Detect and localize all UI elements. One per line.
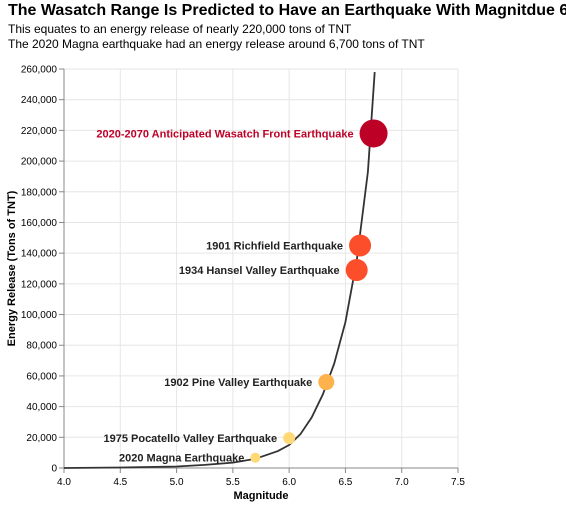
axes: 4.0 4.5 5.0 5.5 6.0 6.5 7.0 7.5 0 20,000 40,000 60,… <box>21 65 466 489</box>
x-tick-label: 7.5 <box>451 477 465 488</box>
data-point <box>318 374 335 391</box>
y-tick-label: 200,000 <box>21 157 58 168</box>
points-layer: 2020 Magna Earthquake 1975 Pocatello Vall… <box>96 119 388 465</box>
x-tick-label: 6.0 <box>282 477 296 488</box>
x-axis-title: Magnitude <box>234 490 289 502</box>
y-axis-title: Energy Release (Tons of TNT) <box>6 190 18 346</box>
x-tick-label: 7.0 <box>395 477 409 488</box>
y-tick-label: 40,000 <box>26 402 57 413</box>
y-tick-label: 180,000 <box>21 187 58 198</box>
data-point-label: 1975 Pocatello Valley Earthquake <box>103 433 277 445</box>
y-tick-label: 260,000 <box>21 65 58 76</box>
y-tick-label: 0 <box>51 464 57 475</box>
x-tick-label: 5.5 <box>226 477 240 488</box>
data-point-label: 1934 Hansel Valley Earthquake <box>179 265 340 277</box>
data-point-label: 2020 Magna Earthquake <box>119 453 244 465</box>
y-tick-label: 60,000 <box>26 371 57 382</box>
data-point <box>349 234 372 257</box>
data-point-label: 2020-2070 Anticipated Wasatch Front Eart… <box>96 128 353 140</box>
y-tick-label: 20,000 <box>26 433 57 444</box>
data-point <box>359 119 388 148</box>
y-tick-label: 100,000 <box>21 310 58 321</box>
data-point <box>250 452 261 463</box>
y-tick-label: 140,000 <box>21 249 58 260</box>
data-point-label: 1902 Pine Valley Earthquake <box>164 377 312 389</box>
chart-subtitle-2: The 2020 Magna earthquake had an energy … <box>8 37 425 51</box>
y-tick-label: 240,000 <box>21 95 58 106</box>
data-point-label: 1901 Richfield Earthquake <box>206 240 343 252</box>
chart-title: The Wasatch Range Is Predicted to Have a… <box>8 2 566 19</box>
chart-subtitle-1: This equates to an energy release of nea… <box>8 22 352 36</box>
y-tick-label: 120,000 <box>21 279 58 290</box>
x-tick-label: 6.5 <box>338 477 352 488</box>
y-tick-label: 220,000 <box>21 126 58 137</box>
x-tick-label: 4.5 <box>113 477 127 488</box>
x-tick-label: 4.0 <box>57 477 71 488</box>
y-tick-label: 160,000 <box>21 218 58 229</box>
data-point <box>345 259 368 282</box>
x-tick-label: 5.0 <box>170 477 184 488</box>
y-tick-label: 80,000 <box>26 341 57 352</box>
data-point <box>283 432 296 445</box>
